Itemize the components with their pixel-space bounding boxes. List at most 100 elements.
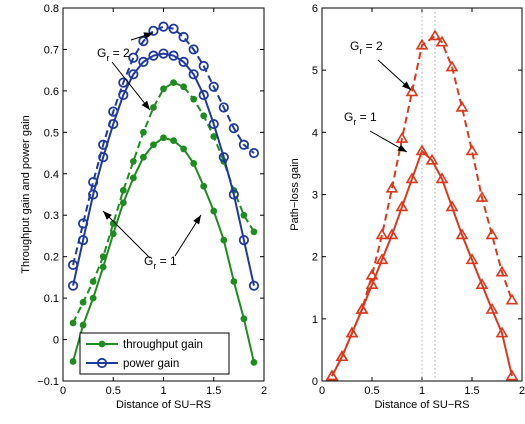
- y-tick-label: 0.6: [44, 86, 59, 98]
- series-1: [325, 29, 519, 381]
- data-point: [228, 123, 239, 134]
- data-point: [69, 319, 77, 327]
- data-point: [138, 56, 149, 67]
- data-point: [118, 77, 129, 88]
- data-point: [365, 268, 379, 280]
- data-point: [355, 302, 369, 314]
- data-point: [485, 228, 499, 240]
- data-point: [240, 315, 248, 323]
- data-point: [208, 81, 219, 92]
- legend: throughput gain power gain: [79, 332, 230, 375]
- y-tick-label: 0.7: [44, 44, 59, 56]
- data-point: [109, 230, 117, 238]
- annotation-arrow-head: [103, 211, 112, 220]
- y-tick-label: 4: [312, 127, 318, 139]
- data-point: [67, 259, 79, 271]
- data-point: [250, 228, 258, 236]
- data-point: [475, 278, 489, 289]
- data-point: [208, 118, 219, 130]
- data-point: [148, 50, 159, 61]
- data-point: [240, 211, 248, 219]
- data-point: [119, 186, 127, 194]
- data-point: [160, 134, 167, 142]
- data-point: [200, 182, 208, 190]
- legend-label-throughput: throughput gain: [123, 339, 203, 351]
- data-point: [79, 298, 87, 306]
- data-point: [415, 144, 429, 156]
- x-tick-label: 1: [419, 385, 425, 397]
- y-axis-label: Path−loss gain: [289, 158, 301, 230]
- x-tick-label: 1.5: [206, 385, 221, 397]
- data-point: [475, 191, 489, 202]
- data-point: [238, 234, 249, 246]
- data-point: [505, 369, 519, 381]
- data-point: [190, 160, 198, 167]
- data-point: [335, 350, 349, 362]
- data-point: [495, 265, 509, 277]
- data-point: [190, 95, 198, 103]
- y-tick-label: 3: [312, 190, 318, 202]
- data-point: [180, 83, 188, 91]
- x-tick-label: 1.5: [464, 385, 479, 397]
- data-point: [405, 172, 419, 184]
- data-point: [198, 60, 209, 72]
- data-point: [160, 85, 167, 93]
- data-point: [150, 141, 157, 149]
- data-point: [445, 60, 459, 72]
- data-point: [158, 21, 169, 32]
- x-axis-label: Distance of SU−RS: [116, 399, 211, 411]
- data-point: [198, 89, 209, 101]
- annotation-arrow-head: [401, 81, 411, 90]
- data-point: [248, 147, 260, 159]
- data-point: [129, 157, 137, 165]
- data-point: [445, 200, 459, 212]
- series-line: [331, 34, 513, 377]
- data-point: [178, 56, 189, 67]
- data-point: [435, 35, 449, 47]
- annotation-arrow-head: [143, 32, 153, 40]
- data-point: [455, 228, 469, 240]
- data-point: [455, 100, 469, 112]
- data-point: [375, 228, 389, 240]
- data-point: [415, 38, 429, 50]
- data-point: [345, 326, 359, 338]
- y-tick-label: 6: [312, 3, 318, 15]
- data-point: [485, 302, 499, 314]
- data-point: [228, 189, 239, 200]
- y-tick-label: 0.4: [44, 169, 59, 181]
- data-point: [168, 50, 179, 61]
- data-point: [188, 44, 199, 55]
- data-point: [128, 52, 139, 63]
- data-point: [465, 144, 479, 156]
- legend-marker-power: [96, 357, 108, 369]
- annotation-arrow: [102, 210, 151, 259]
- y-tick-label: 0.3: [44, 210, 59, 222]
- data-point: [325, 369, 339, 381]
- y-tick-label: 0: [53, 335, 59, 347]
- series-line: [331, 149, 513, 377]
- data-point: [210, 133, 218, 140]
- data-point: [88, 176, 99, 188]
- data-point: [395, 200, 409, 212]
- annotation-arrow: [111, 61, 151, 111]
- series-1: [69, 79, 258, 327]
- data-point: [99, 253, 107, 261]
- data-point: [220, 236, 228, 244]
- data-point: [428, 29, 442, 41]
- legend-marker-throughput: [98, 340, 106, 348]
- y-tick-label: 2: [312, 252, 318, 264]
- annotation-gr1: Gr = 1: [144, 254, 177, 271]
- annotation-arrow-head: [193, 215, 201, 225]
- data-point: [248, 280, 260, 291]
- data-point: [148, 25, 159, 36]
- left-chart: 0 0.5 1 1.5 2−0.100.10.20.30.40.50.60.70.8Di…: [20, 3, 267, 411]
- y-tick-label: 5: [312, 65, 318, 77]
- data-point: [69, 358, 77, 365]
- data-point: [188, 69, 199, 80]
- series-line: [72, 52, 255, 286]
- data-point: [200, 112, 208, 120]
- data-point: [178, 31, 189, 43]
- annotation-arrow-head: [141, 100, 150, 110]
- x-tick-label: 0.5: [364, 385, 379, 397]
- y-tick-label: 0.5: [44, 127, 59, 139]
